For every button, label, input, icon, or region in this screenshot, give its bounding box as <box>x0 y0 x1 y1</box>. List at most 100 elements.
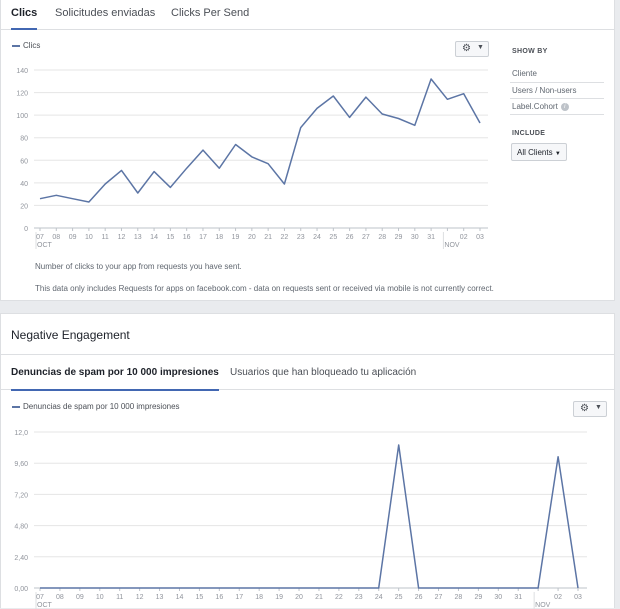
clicks-tabs: Clics Solicitudes enviadas Clicks Per Se… <box>1 0 614 30</box>
x-tick-label: 29 <box>395 234 403 241</box>
x-tick-label: 11 <box>102 234 109 241</box>
y-tick-label: 2,40 <box>14 555 28 562</box>
x-tick-label: 31 <box>514 594 522 601</box>
x-tick-label: 02 <box>554 594 562 601</box>
x-tick-label: 26 <box>346 234 354 241</box>
divider <box>510 114 604 115</box>
x-tick-label: 31 <box>427 234 435 241</box>
y-tick-label: 120 <box>16 91 28 98</box>
chart-legend: Denuncias de spam por 10 000 impresiones <box>12 402 180 411</box>
dropdown-value: All Clients <box>517 148 553 157</box>
label-cohort-text: Label.Cohort <box>512 102 558 111</box>
x-tick-label: 20 <box>295 594 303 601</box>
y-tick-label: 20 <box>20 203 28 210</box>
show-by-cliente[interactable]: Cliente <box>512 69 537 78</box>
caret-down-icon: ▼ <box>595 404 602 411</box>
caret-down-icon: ▼ <box>477 44 484 51</box>
info-icon[interactable]: i <box>560 102 569 111</box>
x-tick-label: 18 <box>215 234 223 241</box>
include-clients-dropdown[interactable]: All Clients ▼ <box>511 143 567 161</box>
x-tick-label: 02 <box>460 234 468 241</box>
x-tick-label: 23 <box>355 594 363 601</box>
x-month-label: NOV <box>535 602 551 609</box>
x-tick-label: 26 <box>415 594 423 601</box>
caret-down-icon: ▼ <box>554 151 561 157</box>
x-tick-label: 13 <box>156 594 164 601</box>
chart-settings-button[interactable]: ⚙ ▼ <box>455 41 489 57</box>
x-tick-label: 09 <box>69 234 77 241</box>
x-tick-label: 14 <box>150 234 158 241</box>
x-tick-label: 30 <box>411 234 419 241</box>
x-tick-label: 14 <box>176 594 184 601</box>
x-tick-label: 22 <box>281 234 289 241</box>
x-tick-label: 27 <box>435 594 443 601</box>
negative-engagement-panel: Negative Engagement Denuncias de spam po… <box>0 313 615 609</box>
x-tick-label: 24 <box>375 594 383 601</box>
y-tick-label: 0 <box>24 226 28 233</box>
y-tick-label: 0,00 <box>14 586 28 593</box>
x-tick-label: 19 <box>232 234 240 241</box>
x-tick-label: 08 <box>56 594 64 601</box>
chart-legend: Clics <box>12 41 40 50</box>
x-tick-label: 15 <box>166 234 174 241</box>
x-tick-label: 17 <box>199 234 207 241</box>
x-tick-label: 21 <box>264 234 272 241</box>
y-tick-label: 140 <box>16 68 28 75</box>
section-title: Negative Engagement <box>11 328 130 342</box>
divider <box>510 98 604 99</box>
x-tick-label: 10 <box>96 594 104 601</box>
x-tick-label: 08 <box>52 234 60 241</box>
x-tick-label: 07 <box>36 234 44 241</box>
y-tick-label: 40 <box>20 181 28 188</box>
x-tick-label: 16 <box>215 594 223 601</box>
show-by-label-cohort[interactable]: Label.Cohort i <box>512 102 606 111</box>
show-by-heading: SHOW BY <box>512 48 548 55</box>
y-tick-label: 12,0 <box>14 430 28 437</box>
x-tick-label: 23 <box>297 234 305 241</box>
legend-swatch <box>12 405 20 408</box>
include-heading: INCLUDE <box>512 130 546 137</box>
show-by-users-non-users[interactable]: Users / Non-users <box>512 86 577 95</box>
x-tick-label: 24 <box>313 234 321 241</box>
x-tick-label: 30 <box>494 594 502 601</box>
negative-engagement-tabs: Denuncias de spam por 10 000 impresiones… <box>1 354 614 391</box>
tab-usuarios-bloqueado[interactable]: Usuarios que han bloqueado tu aplicación <box>230 367 417 378</box>
x-tick-label: 28 <box>455 594 463 601</box>
chart-settings-button[interactable]: ⚙ ▼ <box>573 401 607 417</box>
legend-label: Clics <box>23 41 41 50</box>
y-tick-label: 7,20 <box>14 492 28 499</box>
x-tick-label: 03 <box>476 234 484 241</box>
spam-reports-line-chart: 0,00 2,40 4,80 7,20 9,60 12,0 07 08 09 10 11 12 13 14… <box>14 430 587 609</box>
x-tick-label: 12 <box>118 234 126 241</box>
x-tick-label: 13 <box>134 234 142 241</box>
x-tick-label: 17 <box>235 594 243 601</box>
x-tick-label: 10 <box>85 234 93 241</box>
x-month-label: OCT <box>37 602 53 609</box>
x-tick-label: 27 <box>362 234 370 241</box>
clicks-panel: Clics Solicitudes enviadas Clicks Per Se… <box>0 0 615 301</box>
tab-clicks-per-send[interactable]: Clicks Per Send <box>171 7 250 19</box>
y-tick-label: 9,60 <box>14 461 28 468</box>
divider <box>510 82 604 83</box>
x-tick-label: 25 <box>329 234 337 241</box>
x-tick-label: 21 <box>315 594 323 601</box>
x-tick-label: 29 <box>474 594 482 601</box>
x-tick-label: 12 <box>136 594 144 601</box>
x-tick-label: 16 <box>183 234 191 241</box>
series-line <box>40 444 579 589</box>
x-tick-label: 18 <box>255 594 263 601</box>
tab-solicitudes-enviadas[interactable]: Solicitudes enviadas <box>55 7 156 19</box>
tab-denuncias-spam[interactable]: Denuncias de spam por 10 000 impresiones <box>11 367 219 391</box>
tab-clics[interactable]: Clics <box>11 7 38 30</box>
legend-swatch <box>12 44 20 47</box>
x-tick-label: 28 <box>378 234 386 241</box>
y-tick-label: 4,80 <box>14 524 28 531</box>
gear-icon: ⚙ <box>462 43 471 54</box>
x-tick-label: 25 <box>395 594 403 601</box>
x-tick-label: 07 <box>36 594 44 601</box>
chart-note-clicks: Number of clicks to your app from reques… <box>35 262 242 271</box>
x-month-label: OCT <box>37 242 53 249</box>
x-tick-label: 09 <box>76 594 84 601</box>
chart-note-data-scope: This data only includes Requests for app… <box>35 284 494 293</box>
